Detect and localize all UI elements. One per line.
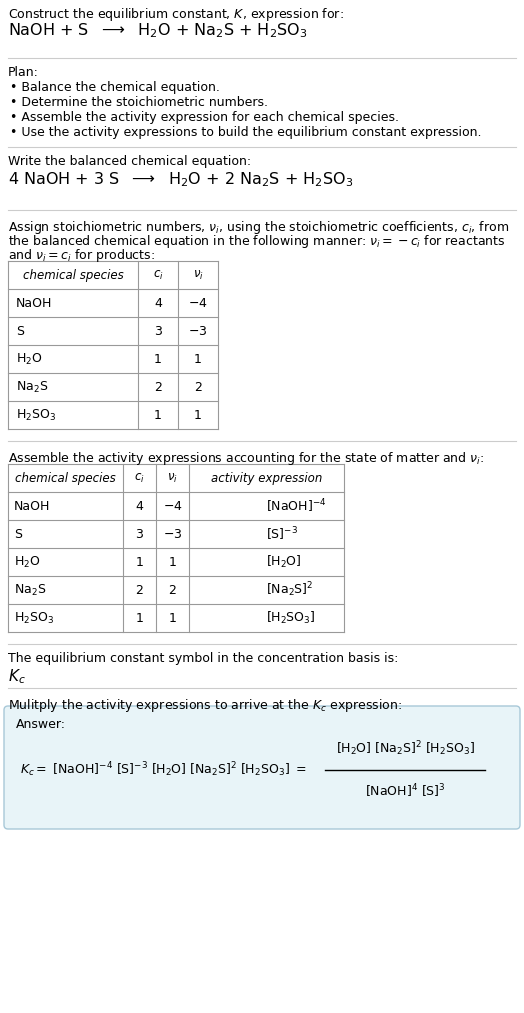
Text: $\nu_i$: $\nu_i$ [167, 471, 178, 484]
Text: chemical species: chemical species [15, 471, 116, 484]
Text: [NaOH]$^4$ [S]$^3$: [NaOH]$^4$ [S]$^3$ [365, 782, 445, 799]
Text: H$_2$O: H$_2$O [16, 352, 42, 367]
Text: Na$_2$S: Na$_2$S [14, 582, 46, 598]
Text: 3: 3 [136, 528, 144, 541]
Text: [H$_2$O]: [H$_2$O] [267, 554, 302, 570]
Text: 4: 4 [154, 297, 162, 310]
Text: Assign stoichiometric numbers, $\nu_i$, using the stoichiometric coefficients, $: Assign stoichiometric numbers, $\nu_i$, … [8, 219, 509, 236]
Text: $-4$: $-4$ [162, 499, 182, 513]
Text: H$_2$SO$_3$: H$_2$SO$_3$ [14, 611, 54, 626]
Text: The equilibrium constant symbol in the concentration basis is:: The equilibrium constant symbol in the c… [8, 652, 398, 665]
Text: 1: 1 [136, 612, 144, 624]
Text: Construct the equilibrium constant, $K$, expression for:: Construct the equilibrium constant, $K$,… [8, 6, 344, 23]
Text: $\nu_i$: $\nu_i$ [193, 268, 203, 282]
Text: NaOH: NaOH [14, 499, 50, 513]
Text: [NaOH]$^{-4}$: [NaOH]$^{-4}$ [267, 497, 327, 515]
Text: [Na$_2$S]$^2$: [Na$_2$S]$^2$ [267, 580, 314, 600]
Text: the balanced chemical equation in the following manner: $\nu_i = -c_i$ for react: the balanced chemical equation in the fo… [8, 233, 506, 250]
Text: NaOH + S  $\longrightarrow$  H$_2$O + Na$_2$S + H$_2$SO$_3$: NaOH + S $\longrightarrow$ H$_2$O + Na$_… [8, 21, 308, 40]
Text: 4 NaOH + 3 S  $\longrightarrow$  H$_2$O + 2 Na$_2$S + H$_2$SO$_3$: 4 NaOH + 3 S $\longrightarrow$ H$_2$O + … [8, 170, 353, 188]
Text: • Assemble the activity expression for each chemical species.: • Assemble the activity expression for e… [10, 111, 399, 124]
Text: H$_2$O: H$_2$O [14, 554, 40, 569]
Text: 1: 1 [169, 612, 177, 624]
Text: 3: 3 [154, 324, 162, 337]
Text: H$_2$SO$_3$: H$_2$SO$_3$ [16, 407, 56, 422]
Text: • Determine the stoichiometric numbers.: • Determine the stoichiometric numbers. [10, 96, 268, 109]
Text: • Use the activity expressions to build the equilibrium constant expression.: • Use the activity expressions to build … [10, 126, 482, 139]
Text: chemical species: chemical species [23, 268, 123, 282]
Text: $c_i$: $c_i$ [152, 268, 163, 282]
Text: 2: 2 [136, 583, 144, 597]
Text: $-4$: $-4$ [188, 297, 208, 310]
Text: Mulitply the activity expressions to arrive at the $K_c$ expression:: Mulitply the activity expressions to arr… [8, 697, 402, 714]
FancyBboxPatch shape [4, 706, 520, 829]
Text: 2: 2 [169, 583, 177, 597]
Text: 1: 1 [154, 408, 162, 421]
Text: $-3$: $-3$ [188, 324, 208, 337]
Text: $c_i$: $c_i$ [134, 471, 145, 484]
Text: Na$_2$S: Na$_2$S [16, 380, 48, 394]
Text: • Balance the chemical equation.: • Balance the chemical equation. [10, 81, 220, 94]
Text: 1: 1 [169, 555, 177, 568]
Text: $K_c = $ [NaOH]$^{-4}$ [S]$^{-3}$ [H$_2$O] [Na$_2$S]$^2$ [H$_2$SO$_3$] $=$: $K_c = $ [NaOH]$^{-4}$ [S]$^{-3}$ [H$_2$… [20, 761, 307, 779]
Text: S: S [16, 324, 24, 337]
Text: $-3$: $-3$ [163, 528, 182, 541]
Text: [H$_2$O] [Na$_2$S]$^2$ [H$_2$SO$_3$]: [H$_2$O] [Na$_2$S]$^2$ [H$_2$SO$_3$] [335, 739, 474, 758]
Text: 2: 2 [154, 381, 162, 393]
Text: activity expression: activity expression [211, 471, 322, 484]
Text: 1: 1 [194, 408, 202, 421]
Text: and $\nu_i = c_i$ for products:: and $\nu_i = c_i$ for products: [8, 247, 155, 264]
Text: 4: 4 [136, 499, 144, 513]
Text: Plan:: Plan: [8, 66, 39, 79]
Text: 1: 1 [194, 353, 202, 366]
Text: NaOH: NaOH [16, 297, 52, 310]
Text: Answer:: Answer: [16, 718, 66, 731]
Text: Assemble the activity expressions accounting for the state of matter and $\nu_i$: Assemble the activity expressions accoun… [8, 450, 484, 467]
Text: Write the balanced chemical equation:: Write the balanced chemical equation: [8, 155, 251, 168]
Text: [H$_2$SO$_3$]: [H$_2$SO$_3$] [267, 610, 316, 626]
Text: 1: 1 [136, 555, 144, 568]
Text: 1: 1 [154, 353, 162, 366]
Text: [S]$^{-3}$: [S]$^{-3}$ [267, 525, 299, 543]
Text: $K_c$: $K_c$ [8, 667, 26, 686]
Text: S: S [14, 528, 22, 541]
Text: 2: 2 [194, 381, 202, 393]
